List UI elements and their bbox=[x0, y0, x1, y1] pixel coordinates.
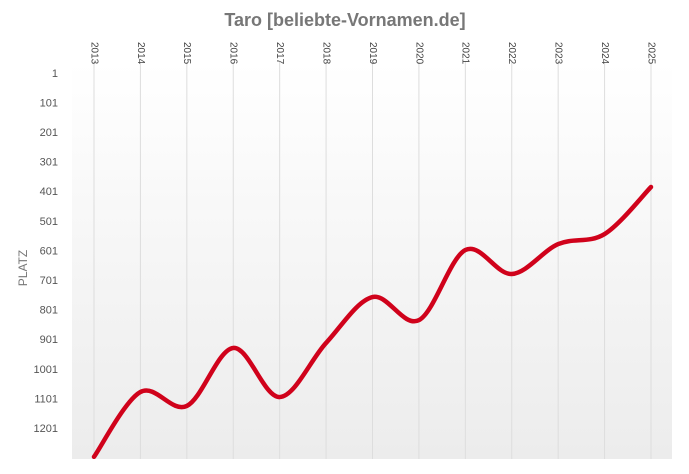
y-tick-label: 401 bbox=[40, 186, 58, 198]
y-tick-label: 1101 bbox=[34, 393, 58, 405]
x-tick-label: 2018 bbox=[320, 42, 331, 65]
x-tick-label: 2019 bbox=[367, 42, 378, 65]
x-tick-label: 2017 bbox=[274, 42, 285, 65]
y-tick-label: 301 bbox=[40, 157, 58, 169]
x-tick-label: 2016 bbox=[228, 42, 239, 65]
y-tick-label: 501 bbox=[40, 216, 58, 228]
line-series bbox=[91, 184, 654, 459]
x-tick-label: 2022 bbox=[506, 42, 517, 65]
y-tick-label: 1001 bbox=[34, 364, 58, 376]
x-tick-label: 2014 bbox=[135, 42, 146, 65]
y-tick-label: 901 bbox=[40, 334, 58, 346]
y-tick-label: 701 bbox=[40, 275, 58, 287]
x-tick-label: 2021 bbox=[460, 42, 471, 65]
y-tick-label: 801 bbox=[40, 305, 58, 317]
x-tick-label: 2024 bbox=[599, 42, 610, 65]
chart-title: Taro [beliebte-Vornamen.de] bbox=[224, 10, 465, 30]
y-tick-label: 101 bbox=[40, 97, 58, 109]
y-tick-label: 1 bbox=[52, 68, 58, 80]
x-tick-label: 2015 bbox=[181, 42, 192, 65]
y-tick-label: 1201 bbox=[34, 423, 58, 435]
x-tick-label: 2020 bbox=[413, 42, 424, 65]
x-tick-label: 2025 bbox=[645, 42, 656, 65]
y-axis-label: PLATZ bbox=[16, 250, 30, 286]
y-tick-label: 201 bbox=[40, 127, 58, 139]
y-tick-label: 601 bbox=[40, 245, 58, 257]
x-tick-label: 2023 bbox=[553, 42, 564, 65]
x-tick-label: 2013 bbox=[88, 42, 99, 65]
